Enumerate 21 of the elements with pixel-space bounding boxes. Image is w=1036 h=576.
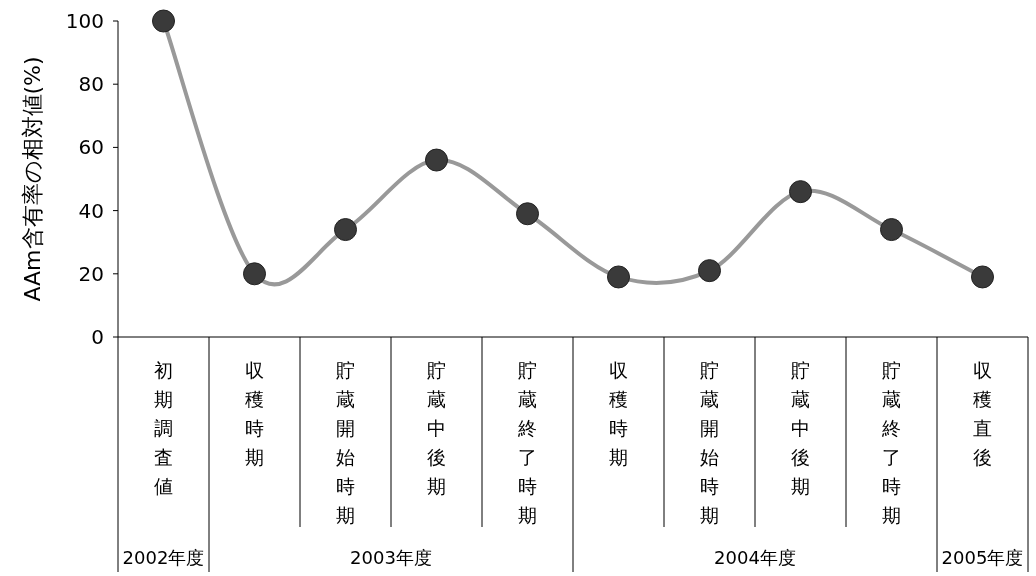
y-axis-title: AAm含有率の相対値(%) [20, 56, 45, 302]
y-tick-label: 0 [91, 325, 104, 349]
x-tick-label: 貯蔵中後期 [791, 359, 810, 497]
x-tick-label: 貯蔵開始時期 [700, 359, 719, 526]
text: 2003年度 [350, 547, 432, 568]
y-tick-label: 80 [78, 72, 104, 97]
y-tick-label: 60 [78, 135, 104, 160]
x-tick-label: 貯蔵終了時期 [517, 359, 537, 526]
x-tick-label: 貯蔵開始時期 [336, 359, 355, 526]
x-tick-label: 初期調査値 [154, 359, 173, 497]
x-tick-label: 収穫直後 [973, 359, 992, 468]
text: 2004年度 [714, 547, 796, 568]
text: 2002年度 [122, 547, 205, 568]
x-tick-label: 貯蔵中後期 [427, 359, 446, 497]
text: 2005年度 [941, 547, 1024, 568]
x-tick-label: 貯蔵終了時期 [881, 359, 901, 526]
x-tick-label: 収穫時期 [609, 359, 628, 468]
y-tick-label: 40 [78, 198, 104, 223]
x-tick-label: 収穫時期 [245, 359, 264, 468]
y-tick-label: 20 [78, 261, 104, 286]
y-tick-label: 100 [65, 9, 104, 33]
